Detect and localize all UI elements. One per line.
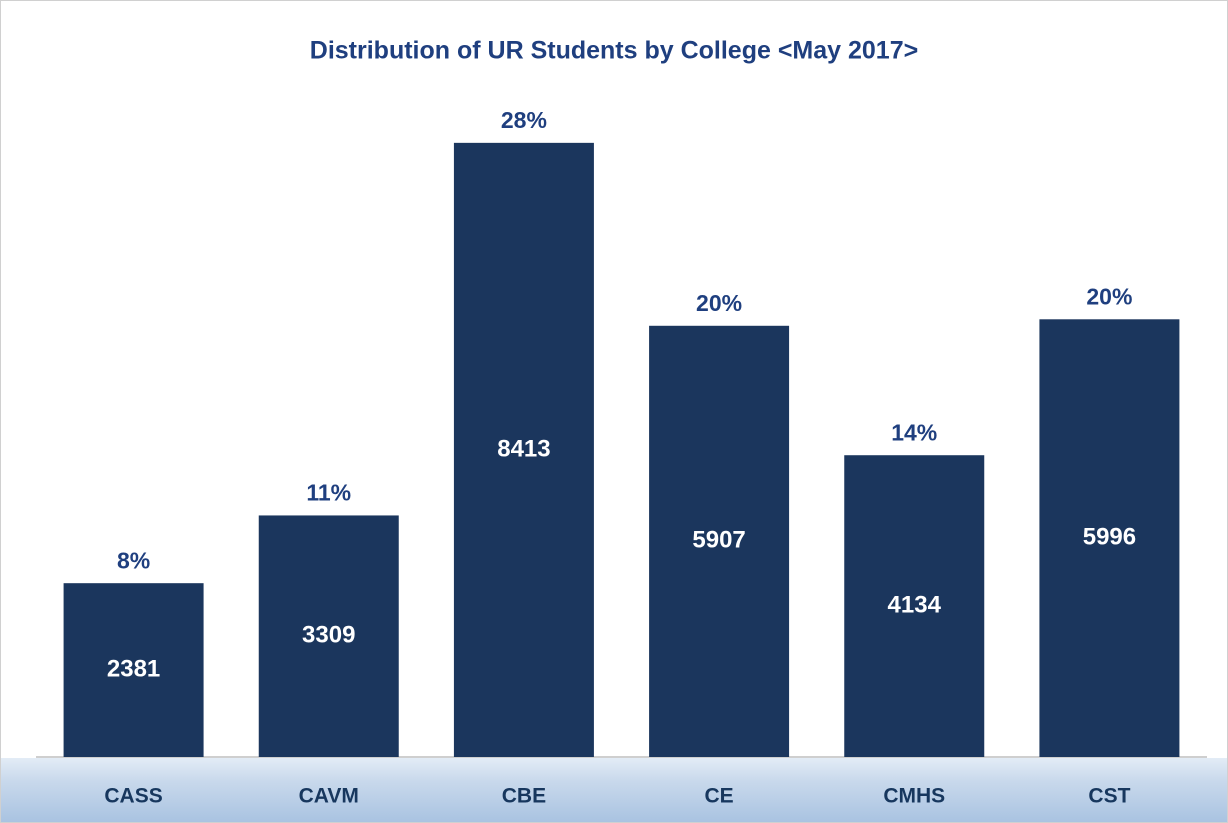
value-label: 5907 xyxy=(692,527,745,554)
percent-label: 20% xyxy=(1086,283,1132,309)
bar xyxy=(1039,319,1180,757)
x-tick-label: CAVM xyxy=(299,785,359,808)
value-label: 3309 xyxy=(302,622,355,649)
x-tick-label: CST xyxy=(1088,785,1130,808)
bar xyxy=(649,325,790,757)
x-tick-label: CASS xyxy=(104,785,162,808)
bar xyxy=(63,583,204,757)
bar xyxy=(844,455,985,757)
x-tick-label: CBE xyxy=(502,785,546,808)
x-tick-label: CE xyxy=(704,785,733,808)
value-label: 2381 xyxy=(107,655,160,682)
bar xyxy=(258,515,399,757)
category-band xyxy=(1,758,1227,822)
chart-title: Distribution of UR Students by College <… xyxy=(310,37,918,65)
bar xyxy=(453,142,594,757)
percent-label: 28% xyxy=(501,107,547,133)
value-label: 5996 xyxy=(1083,523,1136,550)
x-tick-label: CMHS xyxy=(883,785,945,808)
value-label: 8413 xyxy=(497,435,550,462)
percent-label: 20% xyxy=(696,290,742,316)
percent-label: 14% xyxy=(891,419,937,445)
percent-label: 8% xyxy=(117,547,150,573)
value-label: 4134 xyxy=(888,591,942,618)
percent-label: 11% xyxy=(306,480,351,506)
